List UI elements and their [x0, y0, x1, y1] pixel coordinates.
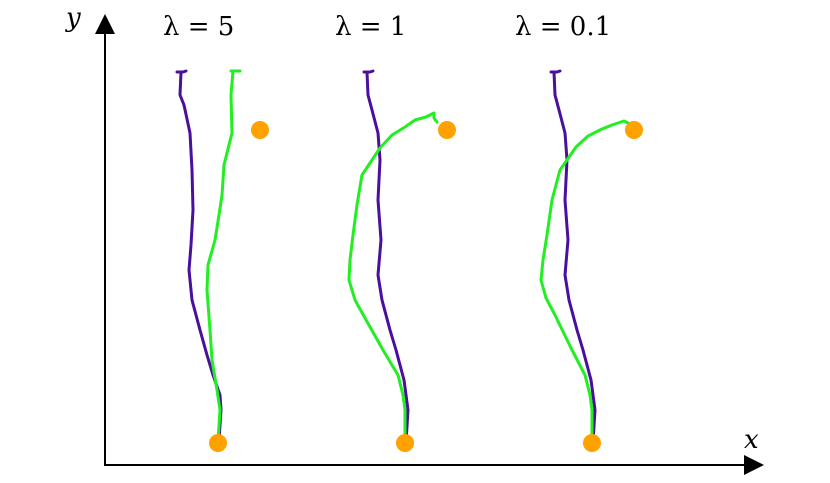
green-trajectory: [205, 69, 242, 444]
start-dot: [396, 434, 414, 452]
goal-dot: [438, 121, 456, 139]
panel-title-2: λ = 1: [335, 12, 406, 42]
purple-trajectory: [362, 69, 410, 444]
start-dot: [209, 434, 227, 452]
goal-dot: [251, 121, 269, 139]
panel-title-3: λ = 0.1: [515, 12, 611, 42]
green-trajectory: [347, 111, 439, 444]
panel-2: [347, 69, 456, 452]
y-axis-label: y: [65, 3, 81, 33]
x-axis-label: x: [744, 425, 759, 455]
panel-3: [539, 69, 643, 452]
purple-trajectory: [175, 69, 223, 442]
panel-1: [175, 69, 269, 452]
goal-dot: [625, 121, 643, 139]
start-dot: [583, 434, 601, 452]
panel-title-1: λ = 5: [163, 12, 234, 42]
green-trajectory: [539, 119, 632, 444]
purple-trajectory: [549, 69, 597, 444]
